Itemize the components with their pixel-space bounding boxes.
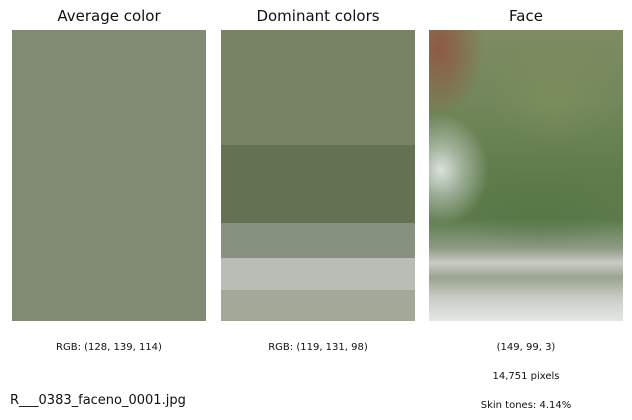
- dominant-color-rgb-caption: RGB: (119, 131, 98): [268, 342, 368, 353]
- dominant-color-band: [221, 289, 415, 321]
- face-image-haze: [459, 170, 619, 250]
- dominant-color-band: [221, 257, 415, 290]
- dominant-color-band: [221, 222, 415, 258]
- dominant-color-band: [221, 30, 415, 145]
- dominant-colors-title: Dominant colors: [256, 7, 380, 25]
- skin-tones-caption: Skin tones: 4.14%: [480, 400, 572, 411]
- average-color-swatch: [12, 30, 206, 321]
- dominant-color-band: [221, 144, 415, 223]
- face-shape-caption: (149, 99, 3): [496, 342, 556, 353]
- face-image: [429, 30, 623, 321]
- filename-label: R___0383_faceno_0001.jpg: [10, 393, 186, 408]
- average-color-title: Average color: [57, 7, 161, 25]
- face-title: Face: [509, 7, 543, 25]
- average-color-rgb-caption: RGB: (128, 139, 114): [56, 342, 162, 353]
- face-pixel-count-caption: 14,751 pixels: [492, 371, 560, 382]
- face-image-haze: [489, 40, 619, 150]
- dominant-colors-swatch: [221, 30, 415, 321]
